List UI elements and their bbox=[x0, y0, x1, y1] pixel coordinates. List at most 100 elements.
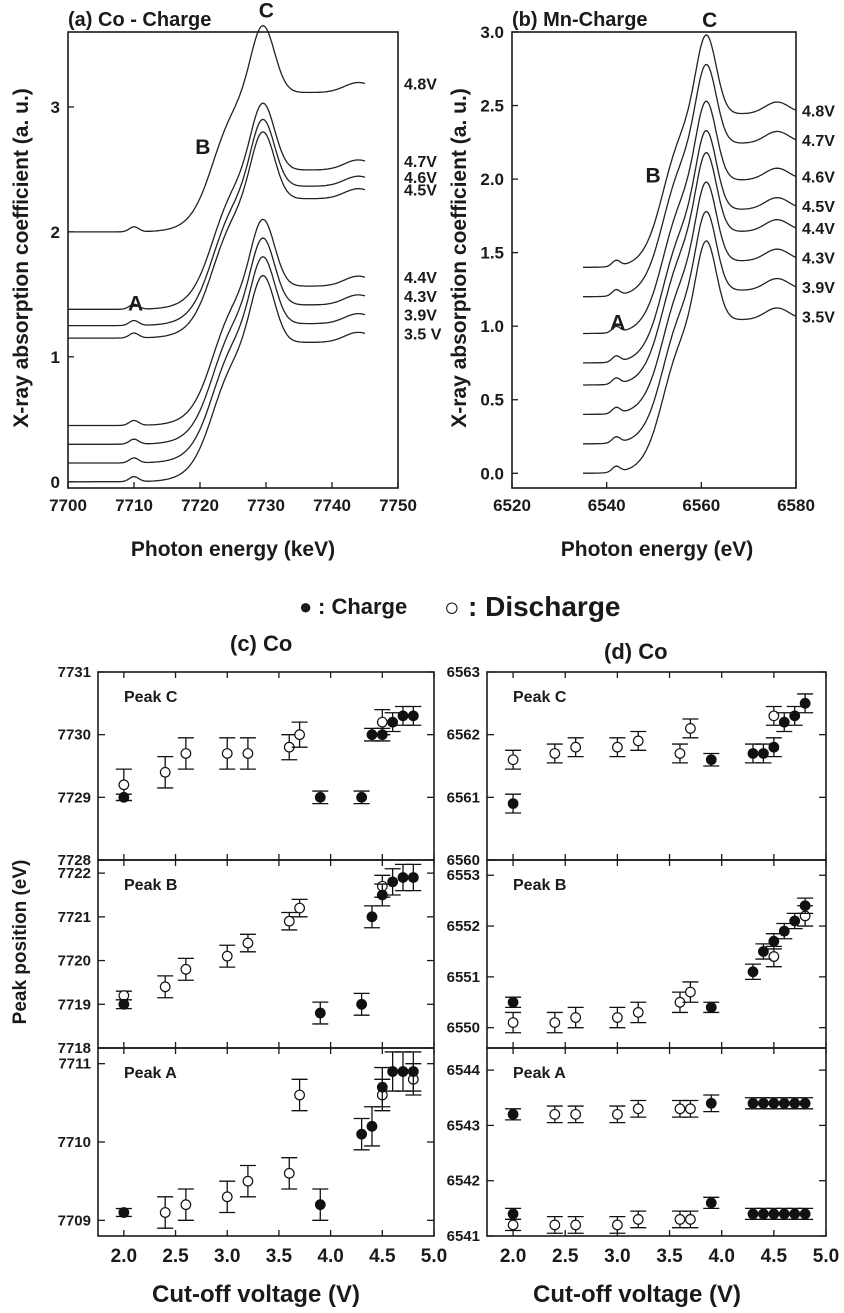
charge-point bbox=[758, 946, 769, 957]
y-tick-label-b: 2.0 bbox=[480, 170, 504, 189]
y-tick-label-c: 7721 bbox=[58, 909, 91, 926]
legend: ● : Charge ○ : Discharge bbox=[299, 591, 621, 622]
discharge-point bbox=[507, 1017, 519, 1028]
discharge-point bbox=[632, 735, 644, 747]
y-tick-label-b: 2.5 bbox=[480, 97, 504, 116]
x-tick-label-c: 5.0 bbox=[421, 1246, 447, 1267]
charge-point bbox=[118, 791, 130, 803]
x-tick-label-a: 7710 bbox=[115, 496, 153, 515]
charge-point bbox=[314, 1007, 326, 1019]
title-b: (b) Mn-Charge bbox=[512, 9, 648, 31]
charge-point bbox=[768, 1097, 780, 1109]
discharge-point bbox=[294, 729, 306, 741]
y-tick-label-d: 6563 bbox=[447, 664, 480, 681]
series-label-a: 4.3V bbox=[404, 289, 437, 306]
series-label-a: 3.5 V bbox=[404, 326, 442, 343]
spectrum-a-3 bbox=[68, 218, 366, 427]
x-tick-label-d: 4.0 bbox=[708, 1246, 734, 1267]
charge-point bbox=[376, 729, 388, 741]
charge-point bbox=[356, 998, 368, 1010]
y-tick-label-a: 2 bbox=[51, 223, 60, 242]
y-tick-label-a: 0 bbox=[51, 473, 60, 492]
panel-frame-d-2 bbox=[486, 1047, 827, 1237]
charge-point bbox=[507, 1108, 519, 1120]
charge-point bbox=[356, 791, 368, 803]
spectrum-a-7 bbox=[68, 24, 366, 233]
xlabel-c: Cut-off voltage (V) bbox=[152, 1281, 360, 1308]
y-tick-label-b: 1.0 bbox=[480, 317, 504, 336]
panel-label-d: Peak A bbox=[513, 1065, 566, 1082]
y-tick-label-c: 7719 bbox=[58, 996, 91, 1013]
spectrum-b-6 bbox=[583, 63, 797, 298]
discharge-point bbox=[768, 951, 780, 962]
title-a: (a) Co - Charge bbox=[68, 9, 211, 31]
series-label-a: 4.4V bbox=[404, 270, 437, 287]
charge-point bbox=[789, 1097, 801, 1109]
legend-charge-marker: ● bbox=[299, 594, 312, 619]
spectrum-a-5 bbox=[68, 118, 366, 327]
series-label-b: 4.6V bbox=[802, 170, 835, 187]
y-tick-label-c: 7710 bbox=[58, 1134, 91, 1151]
discharge-point bbox=[674, 1103, 686, 1115]
y-tick-label-d: 6560 bbox=[447, 852, 480, 869]
discharge-point bbox=[674, 748, 686, 759]
spectrum-b-5 bbox=[583, 100, 797, 335]
discharge-point bbox=[611, 1219, 623, 1231]
series-label-b: 4.5V bbox=[802, 199, 835, 216]
y-tick-label-d: 6553 bbox=[447, 867, 480, 884]
spectrum-b-0 bbox=[583, 240, 797, 474]
spectrum-b-7 bbox=[583, 34, 797, 268]
series-label-a: 4.6V bbox=[404, 170, 437, 187]
y-tick-label-c: 7728 bbox=[58, 852, 91, 869]
charge-point bbox=[387, 716, 399, 728]
y-tick-label-d: 6562 bbox=[447, 727, 480, 744]
discharge-point bbox=[294, 1089, 306, 1101]
series-label-a: 3.9V bbox=[404, 308, 437, 325]
panel-label-c: Peak A bbox=[124, 1065, 177, 1082]
series-label-b: 3.9V bbox=[802, 280, 835, 297]
y-tick-label-d: 6544 bbox=[447, 1062, 481, 1079]
discharge-point bbox=[159, 1207, 171, 1218]
charge-point bbox=[789, 710, 801, 722]
x-tick-label-a: 7740 bbox=[313, 496, 351, 515]
series-label-a: 4.5V bbox=[404, 183, 437, 200]
spectrum-a-0 bbox=[68, 274, 366, 483]
x-tick-label-c: 4.0 bbox=[317, 1246, 343, 1267]
charge-point bbox=[507, 798, 519, 809]
y-tick-label-d: 6561 bbox=[447, 789, 480, 806]
y-tick-label-c: 7729 bbox=[58, 789, 91, 806]
discharge-point bbox=[674, 1214, 686, 1225]
discharge-point bbox=[685, 1214, 696, 1225]
charge-point bbox=[314, 1199, 326, 1211]
y-tick-label-b: 1.5 bbox=[480, 244, 504, 263]
discharge-point bbox=[570, 1012, 582, 1023]
charge-point bbox=[768, 1208, 780, 1220]
charge-point bbox=[507, 996, 519, 1008]
xlabel-b: Photon energy (eV) bbox=[561, 538, 754, 561]
charge-point bbox=[778, 716, 790, 728]
panel-label-d: Peak B bbox=[513, 877, 566, 894]
charge-point bbox=[407, 872, 419, 883]
panel-label-d: Peak C bbox=[513, 689, 567, 706]
charge-point bbox=[407, 1066, 419, 1077]
y-tick-label-b: 0.0 bbox=[480, 464, 504, 483]
y-tick-label-b: 0.5 bbox=[480, 391, 504, 410]
peak-label-a-a: A bbox=[128, 292, 143, 315]
peak-label-c-a: C bbox=[259, 0, 274, 23]
charge-point bbox=[705, 1001, 717, 1013]
plot-frame-b bbox=[511, 31, 797, 489]
y-tick-label-d: 6543 bbox=[447, 1117, 480, 1134]
charge-point bbox=[758, 748, 769, 759]
x-tick-label-d: 5.0 bbox=[813, 1246, 839, 1267]
charge-point bbox=[789, 915, 801, 927]
discharge-point bbox=[549, 1017, 561, 1028]
discharge-point bbox=[242, 748, 254, 759]
discharge-point bbox=[632, 1103, 644, 1115]
discharge-point bbox=[768, 710, 780, 722]
x-tick-label-c: 4.5 bbox=[369, 1246, 396, 1267]
charge-point bbox=[397, 1066, 409, 1077]
discharge-point bbox=[180, 748, 192, 759]
xlabel-a: Photon energy (keV) bbox=[131, 538, 335, 561]
charge-point bbox=[747, 1097, 759, 1109]
